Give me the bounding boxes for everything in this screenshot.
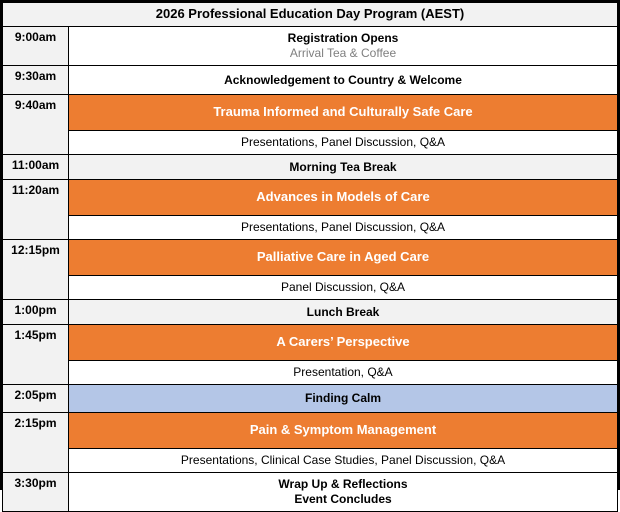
event-line: Lunch Break (306, 304, 380, 319)
time-cell: 9:30am (2, 65, 69, 95)
event-cell: Acknowledgement to Country & Welcome (68, 65, 618, 95)
event-line: Finding Calm (305, 391, 381, 405)
program-row: 11:00am Morning Tea Break (2, 154, 618, 180)
event-line: Arrival Tea & Coffee (289, 46, 397, 60)
session-detail-row: Presentations, Panel Discussion, Q&A (3, 130, 618, 155)
session-detail-row: Presentations, Panel Discussion, Q&A (3, 215, 618, 240)
break-cell: Morning Tea Break (68, 154, 618, 180)
header-row: 2026 Professional Education Day Program … (2, 2, 618, 27)
page-title: 2026 Professional Education Day Program … (2, 2, 618, 27)
time-cell: 12:15pm (2, 239, 69, 300)
program-row: 3:30pm Wrap Up & Reflections Event Conclud… (2, 472, 618, 512)
program-row: 2:05pm Finding Calm (2, 384, 618, 413)
session-title-row: 11:20am Advances in Models of Care (2, 179, 618, 240)
session-detail-cell: Presentations, Clinical Case Studies, Pa… (68, 448, 618, 473)
time-cell: 1:00pm (2, 299, 69, 325)
session-detail-row: Panel Discussion, Q&A (3, 275, 618, 300)
event-cell: Wrap Up & Reflections Event Concludes (68, 472, 618, 512)
time-cell: 2:05pm (2, 384, 69, 413)
event-line: Event Concludes (294, 492, 392, 506)
highlight-cell: Finding Calm (68, 384, 618, 413)
session-detail-cell: Presentation, Q&A (68, 360, 618, 385)
program-row: 1:00pm Lunch Break (2, 299, 618, 325)
time-cell: 2:15pm (2, 412, 69, 473)
session-title-cell: Pain & Symptom Management (68, 412, 618, 449)
time-cell: 3:30pm (2, 472, 69, 512)
time-cell: 9:40am (2, 94, 69, 155)
session-detail-cell: Presentations, Panel Discussion, Q&A (68, 130, 618, 155)
event-line: Acknowledgement to Country & Welcome (224, 72, 462, 87)
session-title-row: 2:15pm Pain & Symptom Management (2, 412, 618, 473)
event-line: Wrap Up & Reflections (278, 477, 408, 491)
event-line: Morning Tea Break (289, 159, 397, 174)
program-row: 9:00am Registration Opens Arrival Tea & Co… (2, 26, 618, 66)
time-cell: 11:00am (2, 154, 69, 180)
time-cell: 9:00am (2, 26, 69, 66)
event-line: Registration Opens (287, 31, 399, 45)
session-title-row: 9:40am Trauma Informed and Culturally Saf… (2, 94, 618, 155)
session-title-row: 12:15pm Palliative Care in Aged Care (2, 239, 618, 300)
session-detail-cell: Presentations, Panel Discussion, Q&A (68, 215, 618, 240)
session-title-cell: A Carers’ Perspective (68, 324, 618, 361)
time-cell: 1:45pm (2, 324, 69, 385)
session-detail-cell: Panel Discussion, Q&A (68, 275, 618, 300)
session-title-row: 1:45pm A Carers’ Perspective (2, 324, 618, 385)
program-row: 9:30am Acknowledgement to Country & Welco… (2, 65, 618, 95)
session-detail-row: Presentations, Clinical Case Studies, Pa… (3, 448, 618, 473)
event-cell: Registration Opens Arrival Tea & Coffee (68, 26, 618, 66)
time-cell: 11:20am (2, 179, 69, 240)
session-title-cell: Trauma Informed and Culturally Safe Care (68, 94, 618, 131)
session-title-cell: Advances in Models of Care (68, 179, 618, 216)
break-cell: Lunch Break (68, 299, 618, 325)
session-detail-row: Presentation, Q&A (3, 360, 618, 385)
session-title-cell: Palliative Care in Aged Care (68, 239, 618, 276)
